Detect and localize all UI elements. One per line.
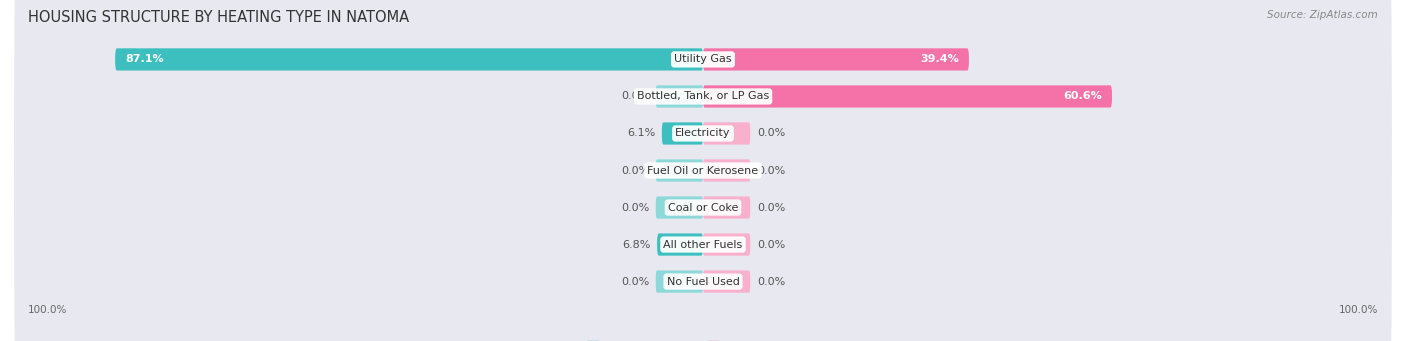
FancyBboxPatch shape	[703, 234, 751, 256]
Text: Bottled, Tank, or LP Gas: Bottled, Tank, or LP Gas	[637, 91, 769, 102]
Text: 0.0%: 0.0%	[621, 203, 650, 212]
FancyBboxPatch shape	[703, 270, 751, 293]
Text: HOUSING STRUCTURE BY HEATING TYPE IN NATOMA: HOUSING STRUCTURE BY HEATING TYPE IN NAT…	[28, 10, 409, 25]
Text: Source: ZipAtlas.com: Source: ZipAtlas.com	[1267, 10, 1378, 20]
FancyBboxPatch shape	[662, 122, 703, 145]
FancyBboxPatch shape	[657, 234, 703, 256]
Text: Coal or Coke: Coal or Coke	[668, 203, 738, 212]
FancyBboxPatch shape	[14, 0, 1392, 148]
Text: 60.6%: 60.6%	[1063, 91, 1102, 102]
Text: Utility Gas: Utility Gas	[675, 55, 731, 64]
FancyBboxPatch shape	[655, 270, 703, 293]
FancyBboxPatch shape	[703, 85, 1112, 107]
Text: 0.0%: 0.0%	[621, 277, 650, 286]
FancyBboxPatch shape	[14, 119, 1392, 296]
Text: Electricity: Electricity	[675, 129, 731, 138]
FancyBboxPatch shape	[14, 8, 1392, 185]
FancyBboxPatch shape	[703, 48, 969, 71]
Text: All other Fuels: All other Fuels	[664, 239, 742, 250]
Text: 6.1%: 6.1%	[627, 129, 655, 138]
FancyBboxPatch shape	[703, 196, 751, 219]
FancyBboxPatch shape	[655, 196, 703, 219]
Text: 0.0%: 0.0%	[756, 165, 785, 176]
FancyBboxPatch shape	[14, 193, 1392, 341]
FancyBboxPatch shape	[115, 48, 703, 71]
Text: 100.0%: 100.0%	[28, 305, 67, 314]
Text: 87.1%: 87.1%	[125, 55, 165, 64]
Text: 39.4%: 39.4%	[920, 55, 959, 64]
Text: 0.0%: 0.0%	[756, 203, 785, 212]
FancyBboxPatch shape	[14, 81, 1392, 260]
Text: 0.0%: 0.0%	[621, 165, 650, 176]
FancyBboxPatch shape	[703, 159, 751, 182]
Text: 0.0%: 0.0%	[621, 91, 650, 102]
Text: Fuel Oil or Kerosene: Fuel Oil or Kerosene	[647, 165, 759, 176]
Text: 100.0%: 100.0%	[1339, 305, 1378, 314]
FancyBboxPatch shape	[703, 122, 751, 145]
Text: No Fuel Used: No Fuel Used	[666, 277, 740, 286]
FancyBboxPatch shape	[14, 45, 1392, 222]
Text: 0.0%: 0.0%	[756, 239, 785, 250]
Text: 0.0%: 0.0%	[756, 129, 785, 138]
Text: 0.0%: 0.0%	[756, 277, 785, 286]
Text: 6.8%: 6.8%	[621, 239, 651, 250]
FancyBboxPatch shape	[14, 156, 1392, 333]
FancyBboxPatch shape	[655, 85, 703, 107]
FancyBboxPatch shape	[655, 159, 703, 182]
